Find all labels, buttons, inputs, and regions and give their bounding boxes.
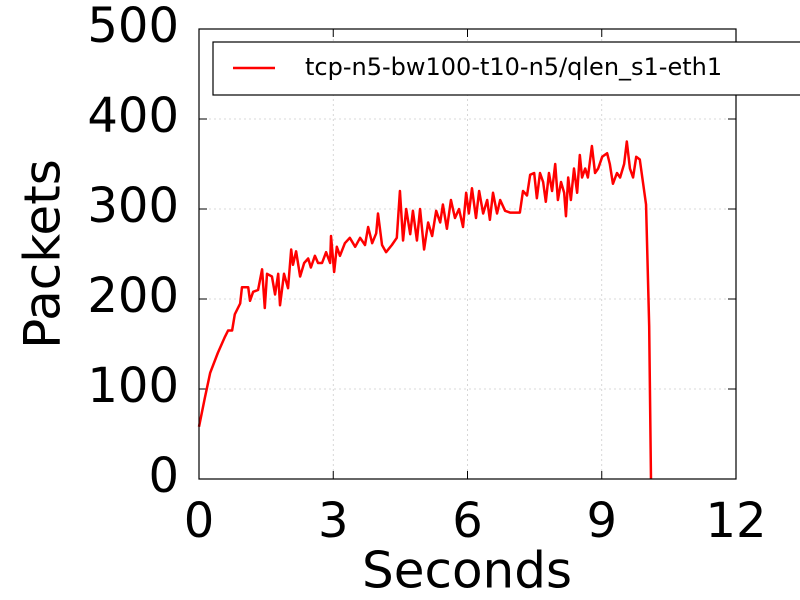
x-tick-label: 12 <box>705 493 766 549</box>
x-tick-label: 6 <box>452 493 483 549</box>
y-tick-label: 400 <box>87 88 179 144</box>
y-tick-label: 0 <box>148 448 179 504</box>
y-tick-label: 500 <box>87 0 179 54</box>
legend-box <box>212 41 800 96</box>
x-tick-label: 9 <box>586 493 617 549</box>
x-axis-label: Seconds <box>362 542 572 600</box>
legend-label: tcp-n5-bw100-t10-n5/qlen_s1-eth1 <box>305 53 722 81</box>
y-axis-label: Packets <box>14 159 72 349</box>
data-line <box>197 140 653 480</box>
y-tick-label: 100 <box>87 358 179 414</box>
x-tick-label: 0 <box>184 493 215 549</box>
x-tick-label: 3 <box>318 493 349 549</box>
y-tick-label: 300 <box>87 178 179 234</box>
y-tick-label: 200 <box>87 268 179 324</box>
plot-frame <box>198 28 737 480</box>
